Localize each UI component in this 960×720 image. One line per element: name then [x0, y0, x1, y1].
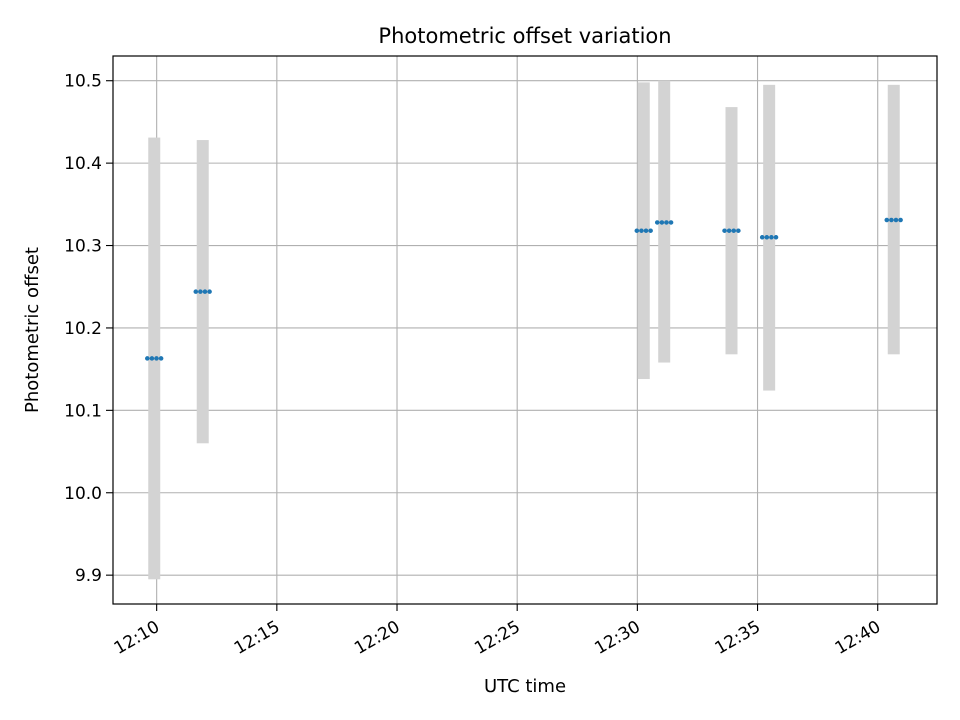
x-tick-label: 12:25	[471, 617, 523, 659]
y-tick-label: 10.5	[64, 72, 102, 92]
x-tick-label: 12:40	[832, 617, 884, 659]
y-tick-label: 9.9	[75, 566, 102, 586]
error-bar	[658, 80, 671, 363]
x-axis: 12:10 12:15 12:20 12:25 12:30 12:35 12:40	[111, 604, 884, 659]
y-tick-label: 10.0	[64, 484, 102, 504]
x-axis-label: UTC time	[484, 676, 566, 697]
y-axis-label: Photometric offset	[22, 247, 43, 413]
y-tick-label: 10.4	[64, 154, 102, 174]
y-tick-label: 10.1	[64, 401, 102, 421]
plot-area	[112, 55, 938, 605]
chart-title: Photometric offset variation	[378, 24, 671, 48]
y-axis: 9.9 10.0 10.1 10.2 10.3 10.4 10.5	[64, 72, 113, 586]
y-tick-label: 10.3	[64, 237, 102, 257]
x-tick-label: 12:10	[111, 617, 163, 659]
x-tick-label: 12:30	[591, 617, 643, 659]
x-tick-label: 12:15	[231, 617, 283, 659]
data-points	[145, 217, 903, 361]
error-bars	[148, 80, 900, 580]
x-tick-label: 12:20	[351, 617, 403, 659]
grid-lines	[113, 56, 937, 604]
x-tick-label: 12:35	[712, 617, 764, 659]
y-tick-label: 10.2	[64, 319, 102, 339]
